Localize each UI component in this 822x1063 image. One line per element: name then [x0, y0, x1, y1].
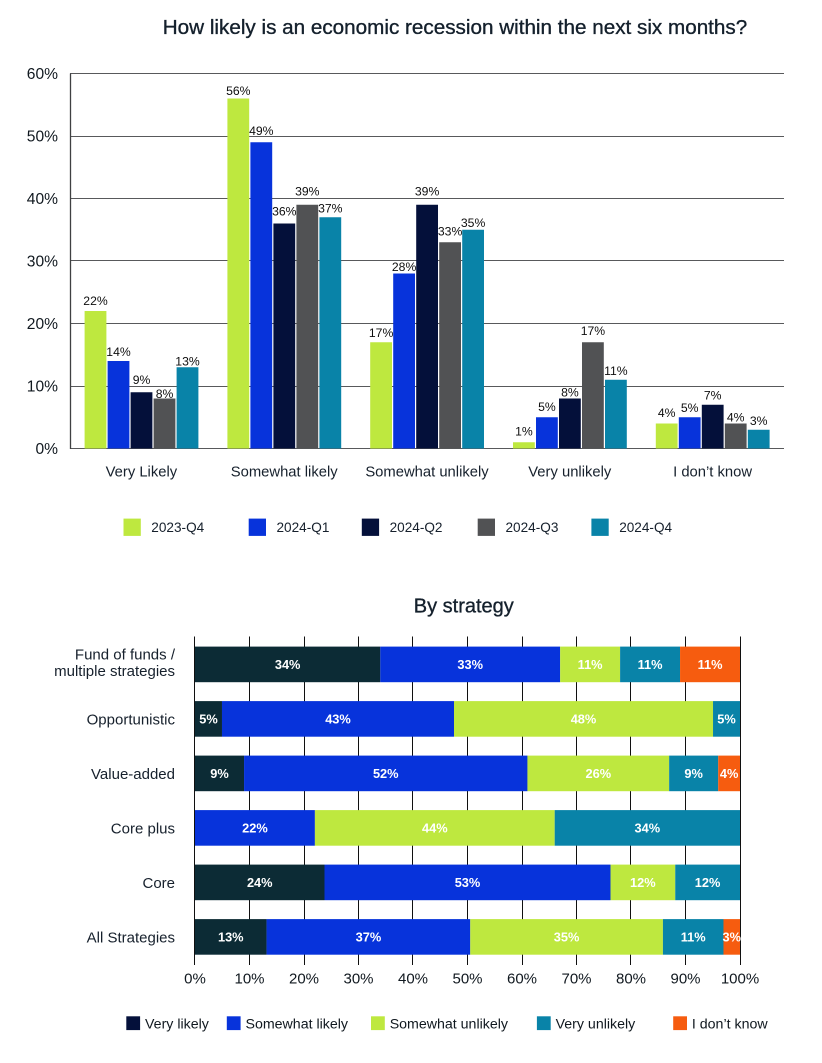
svg-text:13%: 13% [175, 354, 200, 368]
svg-text:4%: 4% [658, 406, 676, 420]
svg-text:11%: 11% [604, 364, 628, 378]
svg-text:17%: 17% [581, 324, 606, 338]
svg-text:0%: 0% [35, 441, 58, 458]
svg-text:Somewhat unlikely: Somewhat unlikely [365, 464, 489, 480]
svg-text:60%: 60% [507, 971, 537, 988]
svg-text:4%: 4% [720, 766, 739, 781]
svg-text:34%: 34% [275, 657, 301, 672]
svg-text:36%: 36% [272, 205, 297, 219]
svg-text:multiple strategies: multiple strategies [54, 663, 175, 680]
svg-text:How likely is an economic rece: How likely is an economic recession with… [163, 16, 748, 39]
svg-text:All Strategies: All Strategies [87, 929, 175, 946]
svg-text:70%: 70% [561, 971, 591, 988]
svg-text:33%: 33% [457, 657, 483, 672]
svg-text:5%: 5% [538, 400, 556, 414]
svg-text:30%: 30% [343, 971, 373, 988]
svg-text:35%: 35% [461, 216, 486, 230]
svg-text:11%: 11% [681, 930, 707, 945]
svg-text:Very unlikely: Very unlikely [556, 1016, 637, 1032]
svg-text:14%: 14% [106, 345, 131, 359]
svg-text:37%: 37% [318, 202, 343, 216]
svg-text:5%: 5% [199, 712, 218, 727]
svg-text:I don’t know: I don’t know [673, 464, 752, 480]
svg-text:37%: 37% [356, 930, 382, 945]
svg-text:11%: 11% [698, 657, 724, 672]
svg-text:By strategy: By strategy [414, 596, 514, 618]
svg-text:9%: 9% [133, 373, 151, 387]
svg-text:44%: 44% [422, 821, 448, 836]
svg-text:5%: 5% [717, 712, 736, 727]
svg-text:22%: 22% [242, 821, 268, 836]
svg-text:56%: 56% [226, 84, 251, 98]
svg-text:8%: 8% [156, 387, 174, 401]
svg-text:26%: 26% [585, 766, 611, 781]
svg-text:7%: 7% [704, 388, 722, 402]
svg-text:48%: 48% [571, 712, 597, 727]
svg-text:13%: 13% [218, 930, 244, 945]
svg-text:40%: 40% [27, 191, 58, 208]
svg-text:30%: 30% [27, 254, 58, 271]
svg-text:20%: 20% [27, 316, 58, 333]
svg-text:0%: 0% [184, 971, 206, 988]
svg-text:2024-Q1: 2024-Q1 [277, 520, 330, 535]
svg-text:50%: 50% [27, 129, 58, 146]
svg-text:50%: 50% [452, 971, 482, 988]
svg-text:49%: 49% [249, 124, 274, 138]
svg-text:12%: 12% [695, 875, 721, 890]
svg-text:5%: 5% [681, 401, 699, 415]
svg-text:33%: 33% [438, 225, 463, 239]
svg-text:11%: 11% [638, 657, 664, 672]
svg-text:Value-added: Value-added [91, 766, 175, 783]
svg-text:2024-Q4: 2024-Q4 [619, 520, 672, 535]
svg-text:9%: 9% [210, 766, 229, 781]
svg-text:Somewhat likely: Somewhat likely [231, 464, 339, 480]
svg-text:11%: 11% [578, 657, 604, 672]
svg-text:24%: 24% [247, 875, 273, 890]
svg-text:35%: 35% [554, 930, 580, 945]
svg-text:Very Likely: Very Likely [106, 464, 178, 480]
svg-text:2023-Q4: 2023-Q4 [151, 520, 204, 535]
svg-text:3%: 3% [750, 414, 768, 428]
svg-text:22%: 22% [83, 294, 108, 308]
svg-text:2024-Q3: 2024-Q3 [506, 520, 559, 535]
svg-text:90%: 90% [670, 971, 700, 988]
svg-text:Core: Core [142, 875, 175, 892]
svg-text:53%: 53% [455, 875, 481, 890]
svg-text:Very likely: Very likely [145, 1016, 210, 1032]
svg-text:12%: 12% [630, 875, 656, 890]
svg-text:2024-Q2: 2024-Q2 [390, 520, 443, 535]
svg-text:10%: 10% [27, 379, 58, 396]
svg-text:Somewhat likely: Somewhat likely [246, 1016, 349, 1032]
svg-text:1%: 1% [515, 425, 533, 439]
svg-text:60%: 60% [27, 66, 58, 83]
svg-text:Fund of funds /: Fund of funds / [75, 647, 176, 664]
svg-text:20%: 20% [289, 971, 319, 988]
svg-text:10%: 10% [234, 971, 264, 988]
svg-text:17%: 17% [369, 326, 394, 340]
svg-text:80%: 80% [616, 971, 646, 988]
svg-text:Somewhat unlikely: Somewhat unlikely [390, 1016, 509, 1032]
svg-text:Opportunistic: Opportunistic [87, 711, 176, 728]
svg-text:4%: 4% [727, 410, 745, 424]
svg-text:Very unlikely: Very unlikely [528, 464, 612, 480]
svg-text:28%: 28% [392, 260, 417, 274]
svg-text:Core plus: Core plus [111, 820, 175, 837]
svg-text:8%: 8% [561, 385, 579, 399]
svg-text:40%: 40% [398, 971, 428, 988]
svg-text:39%: 39% [295, 185, 320, 199]
svg-text:43%: 43% [325, 712, 351, 727]
svg-text:39%: 39% [415, 185, 440, 199]
svg-text:52%: 52% [373, 766, 399, 781]
svg-text:3%: 3% [722, 930, 741, 945]
svg-text:100%: 100% [721, 971, 759, 988]
svg-text:I don’t know: I don’t know [692, 1016, 768, 1032]
svg-text:34%: 34% [635, 821, 661, 836]
svg-text:9%: 9% [684, 766, 703, 781]
